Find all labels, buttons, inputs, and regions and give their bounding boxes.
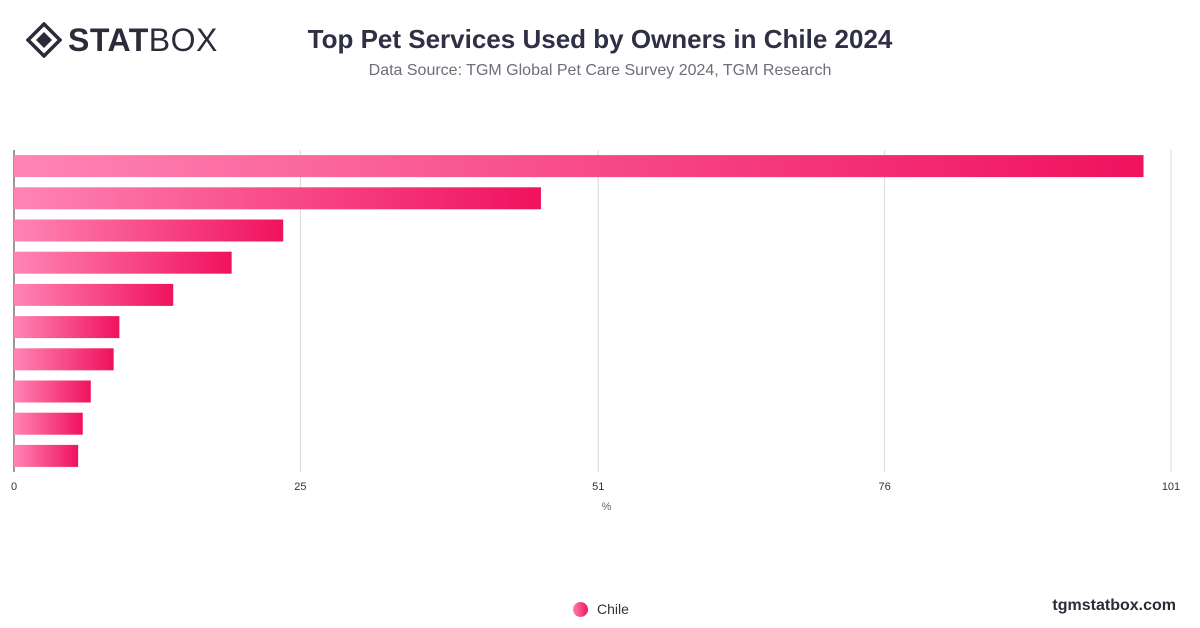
website-label: tgmstatbox.com (1052, 597, 1176, 614)
bar[interactable] (14, 187, 541, 210)
bar[interactable] (14, 380, 91, 403)
bar[interactable] (14, 283, 174, 306)
legend-label: Chile (597, 601, 629, 617)
x-tick-label: 76 (878, 481, 890, 493)
chart-title: Top Pet Services Used by Owners in Chile… (307, 24, 893, 54)
bar[interactable] (14, 412, 83, 435)
bar[interactable] (14, 251, 232, 274)
x-tick-label: 51 (592, 481, 604, 493)
legend[interactable]: Chile (573, 601, 629, 617)
x-tick-label: 0 (11, 481, 17, 493)
chart-subtitle: Data Source: TGM Global Pet Care Survey … (368, 62, 832, 79)
logo-wordmark: STATBOX (68, 22, 218, 58)
x-tick-label: 101 (1162, 481, 1180, 493)
bar[interactable] (14, 219, 284, 242)
x-axis-label: % (602, 501, 612, 513)
x-tick-label: 25 (294, 481, 306, 493)
bar[interactable] (14, 348, 114, 371)
bar[interactable] (14, 444, 79, 467)
bar[interactable] (14, 155, 1144, 178)
statbox-diamond-icon (26, 22, 62, 58)
bar[interactable] (14, 316, 120, 339)
logo-wordmark-light: BOX (148, 22, 218, 58)
legend-swatch-icon (573, 601, 588, 617)
logo-wordmark-bold: STAT (68, 22, 149, 58)
statbox-logo: STATBOX (26, 22, 218, 58)
